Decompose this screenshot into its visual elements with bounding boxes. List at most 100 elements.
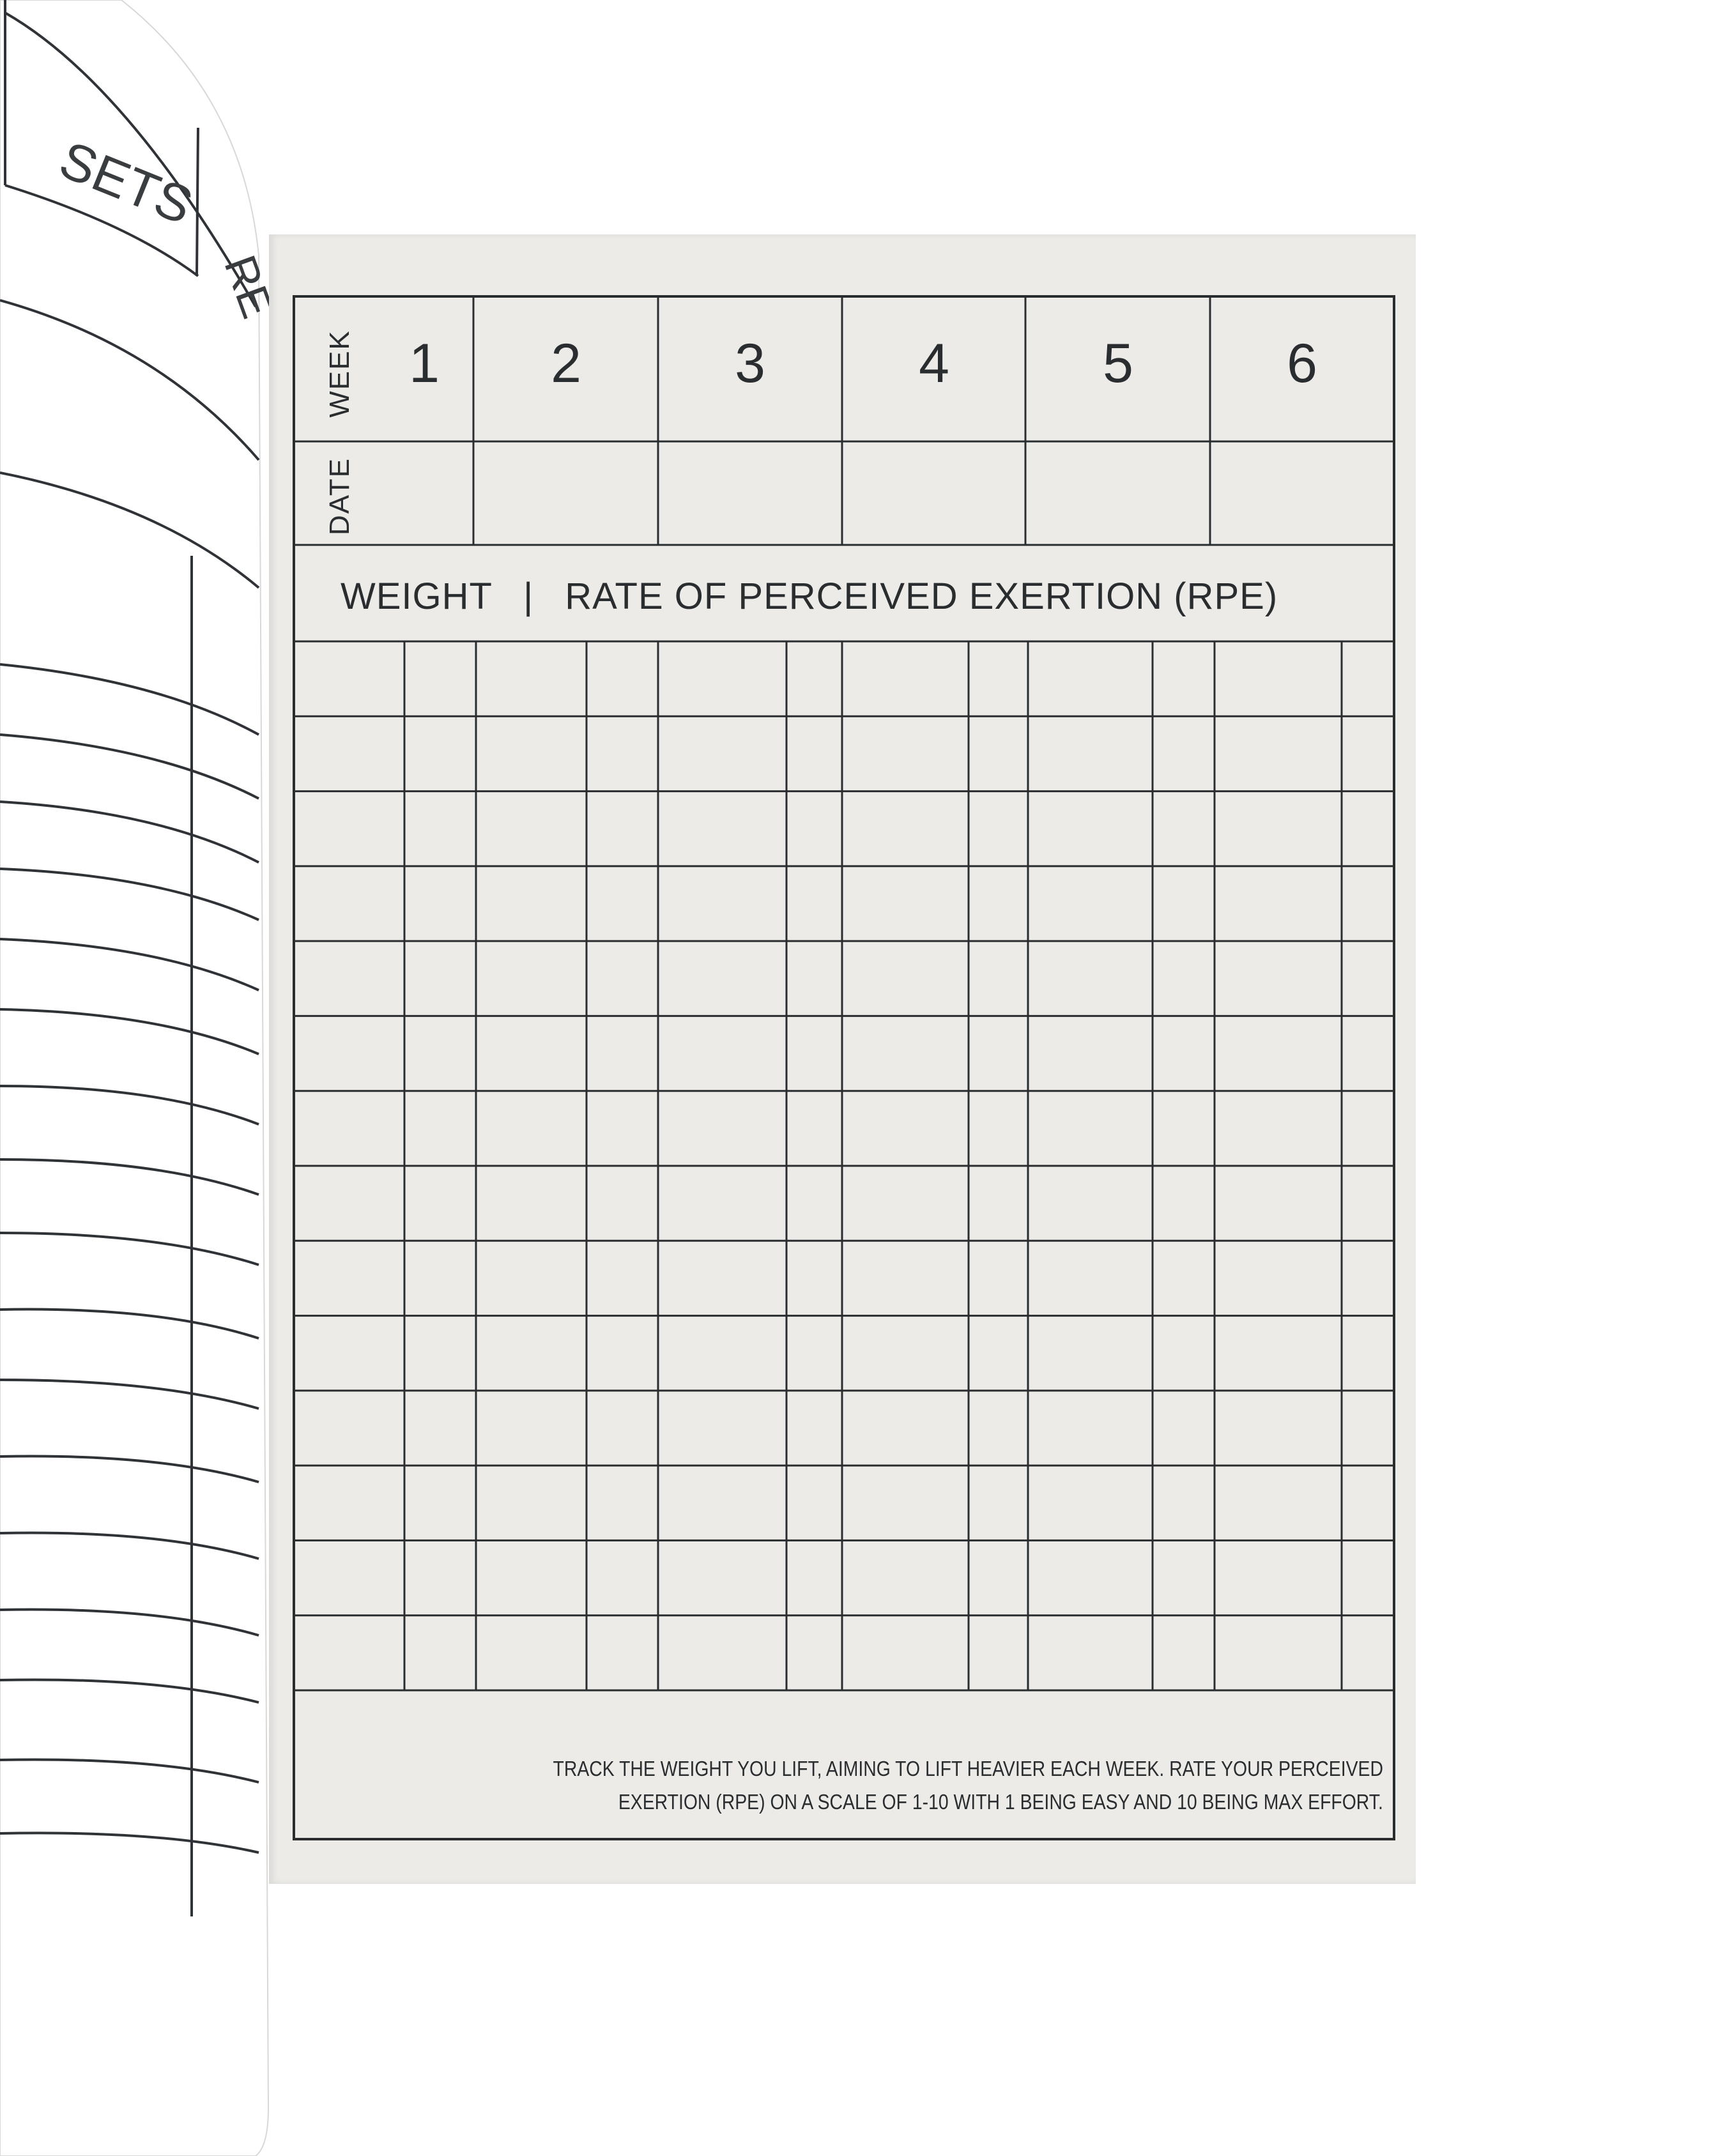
weight-cell[interactable] bbox=[843, 942, 967, 1014]
rpe-cell[interactable] bbox=[588, 1167, 657, 1239]
rpe-cell[interactable] bbox=[1154, 1617, 1213, 1689]
rpe-cell[interactable] bbox=[788, 793, 841, 865]
rpe-cell[interactable] bbox=[970, 1242, 1027, 1314]
weight-cell[interactable] bbox=[1216, 868, 1340, 940]
date-cell-week-1[interactable] bbox=[476, 443, 657, 544]
rpe-cell[interactable] bbox=[1343, 1617, 1393, 1689]
weight-cell[interactable] bbox=[1029, 1092, 1151, 1165]
weight-cell[interactable] bbox=[1029, 1167, 1151, 1239]
weight-cell[interactable] bbox=[477, 868, 585, 940]
rpe-cell[interactable] bbox=[788, 1617, 841, 1689]
weight-cell[interactable] bbox=[1216, 1092, 1340, 1165]
rpe-cell[interactable] bbox=[788, 1017, 841, 1089]
weight-cell[interactable] bbox=[843, 1167, 967, 1239]
rpe-cell[interactable] bbox=[788, 1541, 841, 1614]
rpe-cell[interactable] bbox=[788, 868, 841, 940]
weight-cell[interactable] bbox=[477, 793, 585, 865]
rpe-cell[interactable] bbox=[970, 1092, 1027, 1165]
weight-cell[interactable] bbox=[295, 793, 403, 865]
weight-cell[interactable] bbox=[477, 942, 585, 1014]
weight-cell[interactable] bbox=[659, 1617, 785, 1689]
rpe-cell[interactable] bbox=[588, 1467, 657, 1539]
weight-cell[interactable] bbox=[295, 643, 403, 715]
rpe-cell[interactable] bbox=[970, 1167, 1027, 1239]
weight-cell[interactable] bbox=[1216, 1541, 1340, 1614]
weight-cell[interactable] bbox=[843, 1617, 967, 1689]
weight-cell[interactable] bbox=[1216, 1242, 1340, 1314]
weight-cell[interactable] bbox=[659, 1092, 785, 1165]
rpe-cell[interactable] bbox=[406, 1392, 475, 1464]
rpe-cell[interactable] bbox=[1343, 1541, 1393, 1614]
date-cell-week-2[interactable] bbox=[659, 443, 841, 544]
weight-cell[interactable] bbox=[1029, 1242, 1151, 1314]
rpe-cell[interactable] bbox=[788, 1392, 841, 1464]
weight-cell[interactable] bbox=[477, 643, 585, 715]
weight-cell[interactable] bbox=[295, 1242, 403, 1314]
weight-cell[interactable] bbox=[843, 1317, 967, 1389]
rpe-cell[interactable] bbox=[1343, 1167, 1393, 1239]
rpe-cell[interactable] bbox=[788, 942, 841, 1014]
rpe-cell[interactable] bbox=[1343, 868, 1393, 940]
rpe-cell[interactable] bbox=[1343, 717, 1393, 790]
rpe-cell[interactable] bbox=[406, 1617, 475, 1689]
rpe-cell[interactable] bbox=[788, 1167, 841, 1239]
rpe-cell[interactable] bbox=[588, 1242, 657, 1314]
weight-cell[interactable] bbox=[295, 1167, 403, 1239]
weight-cell[interactable] bbox=[477, 1017, 585, 1089]
weight-cell[interactable] bbox=[843, 868, 967, 940]
weight-cell[interactable] bbox=[659, 1467, 785, 1539]
rpe-cell[interactable] bbox=[970, 643, 1027, 715]
weight-cell[interactable] bbox=[1216, 1317, 1340, 1389]
rpe-cell[interactable] bbox=[1154, 868, 1213, 940]
rpe-cell[interactable] bbox=[588, 717, 657, 790]
weight-cell[interactable] bbox=[659, 942, 785, 1014]
rpe-cell[interactable] bbox=[406, 1242, 475, 1314]
weight-cell[interactable] bbox=[1029, 643, 1151, 715]
weight-cell[interactable] bbox=[843, 1392, 967, 1464]
weight-cell[interactable] bbox=[477, 717, 585, 790]
rpe-cell[interactable] bbox=[406, 717, 475, 790]
weight-cell[interactable] bbox=[1216, 1392, 1340, 1464]
rpe-cell[interactable] bbox=[970, 868, 1027, 940]
weight-cell[interactable] bbox=[659, 1242, 785, 1314]
weight-cell[interactable] bbox=[1216, 793, 1340, 865]
rpe-cell[interactable] bbox=[970, 1617, 1027, 1689]
weight-cell[interactable] bbox=[1029, 868, 1151, 940]
weight-cell[interactable] bbox=[477, 1541, 585, 1614]
date-cell-week-4[interactable] bbox=[1027, 443, 1209, 544]
rpe-cell[interactable] bbox=[1154, 1092, 1213, 1165]
rpe-cell[interactable] bbox=[406, 1167, 475, 1239]
rpe-cell[interactable] bbox=[788, 717, 841, 790]
weight-cell[interactable] bbox=[1029, 1317, 1151, 1389]
rpe-cell[interactable] bbox=[970, 1317, 1027, 1389]
weight-cell[interactable] bbox=[477, 1092, 585, 1165]
weight-cell[interactable] bbox=[659, 717, 785, 790]
weight-cell[interactable] bbox=[1216, 1617, 1340, 1689]
weight-cell[interactable] bbox=[659, 1541, 785, 1614]
rpe-cell[interactable] bbox=[1154, 793, 1213, 865]
weight-cell[interactable] bbox=[1029, 1392, 1151, 1464]
rpe-cell[interactable] bbox=[1343, 1392, 1393, 1464]
weight-cell[interactable] bbox=[659, 643, 785, 715]
weight-cell[interactable] bbox=[1216, 643, 1340, 715]
weight-cell[interactable] bbox=[843, 643, 967, 715]
weight-cell[interactable] bbox=[295, 1317, 403, 1389]
rpe-cell[interactable] bbox=[588, 793, 657, 865]
rpe-cell[interactable] bbox=[406, 1017, 475, 1089]
date-cell-week-3[interactable] bbox=[843, 443, 1024, 544]
weight-cell[interactable] bbox=[1216, 1017, 1340, 1089]
weight-cell[interactable] bbox=[477, 1467, 585, 1539]
rpe-cell[interactable] bbox=[970, 793, 1027, 865]
weight-cell[interactable] bbox=[477, 1392, 585, 1464]
rpe-cell[interactable] bbox=[406, 643, 475, 715]
rpe-cell[interactable] bbox=[970, 717, 1027, 790]
rpe-cell[interactable] bbox=[588, 1541, 657, 1614]
weight-cell[interactable] bbox=[295, 942, 403, 1014]
rpe-cell[interactable] bbox=[788, 1242, 841, 1314]
date-cell-week-5[interactable] bbox=[1211, 443, 1393, 544]
weight-cell[interactable] bbox=[659, 1167, 785, 1239]
weight-cell[interactable] bbox=[295, 1092, 403, 1165]
rpe-cell[interactable] bbox=[970, 1392, 1027, 1464]
rpe-cell[interactable] bbox=[406, 793, 475, 865]
rpe-cell[interactable] bbox=[588, 942, 657, 1014]
